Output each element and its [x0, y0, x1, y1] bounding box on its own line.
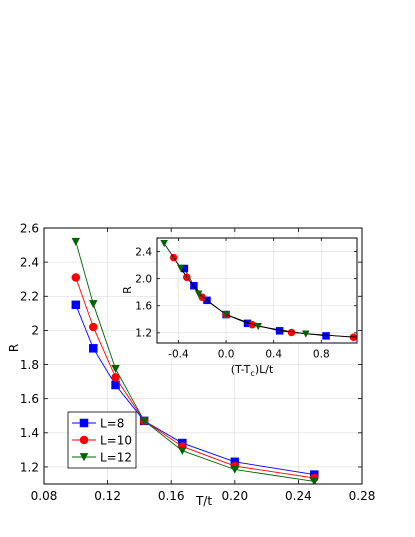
y-tick-label: 1.6	[135, 301, 152, 313]
x-tick-label: -0.4	[168, 349, 189, 361]
data-point	[89, 344, 98, 353]
legend-marker	[79, 435, 89, 445]
y-tick-label: 2.6	[20, 221, 39, 235]
data-point	[71, 300, 81, 310]
y-tick-label: 1.6	[20, 392, 39, 406]
data-point	[230, 457, 240, 467]
data-point	[89, 322, 98, 332]
x-axis-label: T/t	[195, 494, 212, 508]
series-L=12	[71, 237, 319, 484]
data-point	[275, 327, 284, 335]
data-point	[287, 328, 296, 337]
legend-label: L=10	[100, 434, 132, 448]
data-point	[190, 282, 198, 290]
data-point	[160, 240, 168, 248]
data-point	[375, 335, 383, 342]
data-point	[194, 290, 203, 298]
y-tick-label: 1.2	[20, 460, 39, 474]
y-tick-label: 2	[31, 324, 39, 338]
y-tick-label: 1.2	[135, 328, 152, 340]
plot-frame	[156, 237, 358, 344]
plot-frame	[43, 227, 363, 485]
x-tick-label: 0.8	[313, 349, 330, 361]
data-point	[111, 380, 120, 390]
y-tick-label: 1.8	[20, 358, 39, 372]
legend-marker	[79, 418, 89, 428]
data-point	[302, 330, 310, 338]
x-tick-label: 0.16	[158, 489, 185, 503]
y-tick-label: 2.4	[135, 246, 152, 258]
data-point	[230, 465, 240, 474]
x-tick-label: 0.08	[31, 489, 58, 503]
data-point	[254, 323, 262, 331]
inset-chart: -0.4 0.0 0.4 0.8 1.2 1.6 2.0 2.4 (T-Tc)L/t R	[121, 237, 383, 378]
data-point	[111, 364, 120, 374]
y-tick-label: 1.4	[20, 426, 39, 440]
data-point	[178, 446, 187, 455]
x-tick-label: 0.28	[349, 489, 376, 503]
y-tick-label: 2.2	[20, 290, 39, 304]
data-point	[71, 273, 81, 282]
data-point	[310, 477, 319, 484]
legend-marker	[79, 453, 89, 462]
y-axis-label: R	[7, 344, 21, 352]
data-point	[177, 264, 185, 272]
legend: L=8 L=10 L=12	[67, 411, 137, 469]
series-L=12	[160, 240, 383, 342]
data-point	[89, 300, 98, 309]
x-tick-label: 0.20	[221, 489, 248, 503]
data-point	[322, 332, 330, 340]
data-point	[111, 373, 120, 382]
inset-x-axis-label: (T-Tc)L/t	[231, 363, 274, 378]
legend-label: L=8	[100, 417, 124, 431]
y-tick-label: 2.0	[135, 273, 152, 285]
x-tick-label: 0.4	[265, 349, 282, 361]
x-tick-label: 0.12	[94, 489, 121, 503]
data-point	[243, 319, 252, 328]
legend-label: L=12	[100, 451, 132, 465]
data-point	[248, 320, 256, 329]
inset-y-axis-label: R	[121, 286, 134, 294]
y-tick-label: 2.4	[20, 255, 39, 269]
data-point	[222, 311, 230, 319]
data-point	[180, 264, 189, 273]
x-tick-label: 0.24	[285, 489, 312, 503]
data-point	[71, 237, 81, 246]
x-tick-label: 0.0	[218, 349, 235, 361]
data-point	[139, 417, 149, 426]
